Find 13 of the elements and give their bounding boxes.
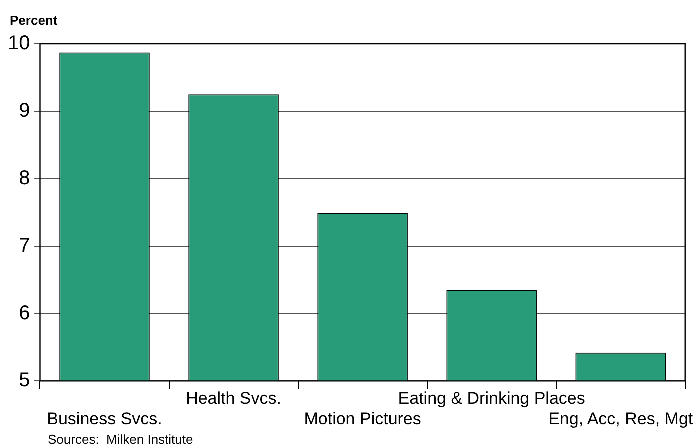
x-tick-label: Motion Pictures (304, 409, 422, 428)
y-axis-title: Percent (10, 13, 58, 28)
y-tick-label: 5 (19, 370, 30, 392)
x-tick-label: Business Svcs. (47, 409, 162, 428)
y-tick-label: 8 (19, 167, 30, 190)
y-tick-label: 9 (19, 100, 30, 122)
x-tick-label: Health Svcs. (186, 389, 282, 408)
x-tick-label: Eng, Acc, Res, Mgt (548, 409, 694, 428)
y-tick-label: 10 (8, 32, 30, 55)
x-tick-label: Eating & Drinking Places (398, 389, 586, 408)
source-note: Sources: Milken Institute (48, 432, 194, 448)
y-tick-label: 6 (19, 302, 30, 324)
y-tick-label: 7 (19, 234, 30, 257)
